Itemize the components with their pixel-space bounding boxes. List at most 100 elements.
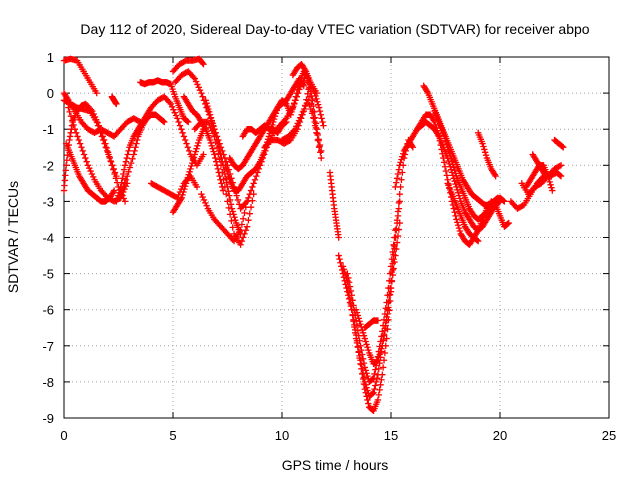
data-point [317, 111, 325, 118]
data-point [318, 147, 325, 155]
data-point [207, 114, 215, 121]
data-point [121, 162, 129, 169]
data-point [362, 367, 369, 374]
data-point [225, 188, 232, 195]
data-point [314, 98, 321, 105]
data-point [204, 102, 211, 110]
data-point [118, 187, 126, 194]
data-point [185, 147, 193, 155]
data-point [374, 317, 382, 324]
data-point [245, 216, 252, 224]
data-point [191, 75, 198, 82]
data-point [249, 183, 256, 191]
data-point [228, 217, 235, 225]
data-point [160, 118, 167, 125]
x-tick-label: 15 [384, 428, 398, 443]
data-point [198, 190, 205, 198]
data-point [456, 227, 464, 235]
data-series [326, 169, 342, 241]
data-point [378, 345, 385, 352]
data-point [379, 364, 387, 371]
data-point [186, 168, 193, 175]
data-point [224, 170, 232, 178]
data-series [148, 172, 201, 201]
data-point [310, 114, 317, 121]
data-point [311, 89, 318, 97]
data-point [440, 132, 448, 139]
data-point [210, 148, 217, 155]
data-point [65, 104, 72, 111]
data-point [385, 304, 392, 311]
data-point [89, 107, 96, 115]
data-point [215, 144, 222, 151]
data-point [239, 234, 247, 241]
data-point [448, 158, 456, 165]
data-point [423, 88, 431, 95]
data-point [382, 322, 389, 329]
data-point [389, 271, 396, 279]
data-point [374, 396, 382, 404]
data-point [208, 142, 216, 150]
data-point [294, 86, 301, 93]
data-point [340, 266, 348, 273]
data-point [194, 142, 201, 150]
data-point [93, 116, 100, 124]
data-point [450, 205, 457, 212]
data-series [289, 61, 327, 129]
data-point [190, 154, 198, 161]
data-point [191, 151, 198, 158]
data-point [443, 141, 451, 148]
data-point [90, 173, 97, 181]
data-point [184, 174, 192, 181]
data-point [315, 104, 323, 111]
data-point [211, 151, 218, 158]
data-point [547, 181, 554, 188]
data-point [298, 111, 305, 118]
data-point [79, 147, 86, 155]
data-point [205, 121, 213, 129]
data-point [122, 158, 130, 165]
data-point [454, 222, 462, 229]
data-point [542, 172, 549, 180]
data-point [451, 209, 458, 216]
data-point [180, 133, 188, 140]
data-point [205, 108, 213, 116]
x-tick-label: 20 [493, 428, 507, 443]
data-point [86, 164, 93, 172]
data-point [176, 122, 184, 129]
data-point [442, 138, 450, 145]
data-point [291, 126, 299, 133]
data-point [106, 153, 113, 160]
data-point [124, 151, 131, 158]
data-point [291, 100, 298, 107]
data-point [362, 338, 369, 345]
data-point [178, 126, 185, 133]
chart-title: Day 112 of 2020, Sidereal Day-to-day VTE… [80, 21, 589, 37]
data-point [203, 202, 210, 209]
data-point [125, 147, 132, 155]
data-point [189, 157, 197, 164]
data-point [393, 175, 401, 182]
data-point [181, 185, 188, 193]
data-point [283, 118, 290, 126]
data-point [451, 167, 458, 174]
data-point [246, 210, 253, 217]
data-point [187, 165, 194, 173]
data-point [501, 198, 508, 205]
data-point [195, 139, 202, 147]
y-tick-label: -3 [42, 194, 54, 209]
data-point [133, 140, 140, 147]
data-point [166, 99, 173, 106]
data-point [214, 140, 222, 147]
data-point [192, 148, 199, 155]
data-point [396, 190, 403, 198]
data-series [392, 111, 512, 248]
data-point [379, 342, 386, 349]
data-point [129, 155, 136, 163]
data-point [378, 376, 385, 383]
data-point [182, 180, 190, 187]
data-point [348, 292, 355, 299]
data-point [307, 105, 314, 113]
data-point [200, 61, 207, 68]
